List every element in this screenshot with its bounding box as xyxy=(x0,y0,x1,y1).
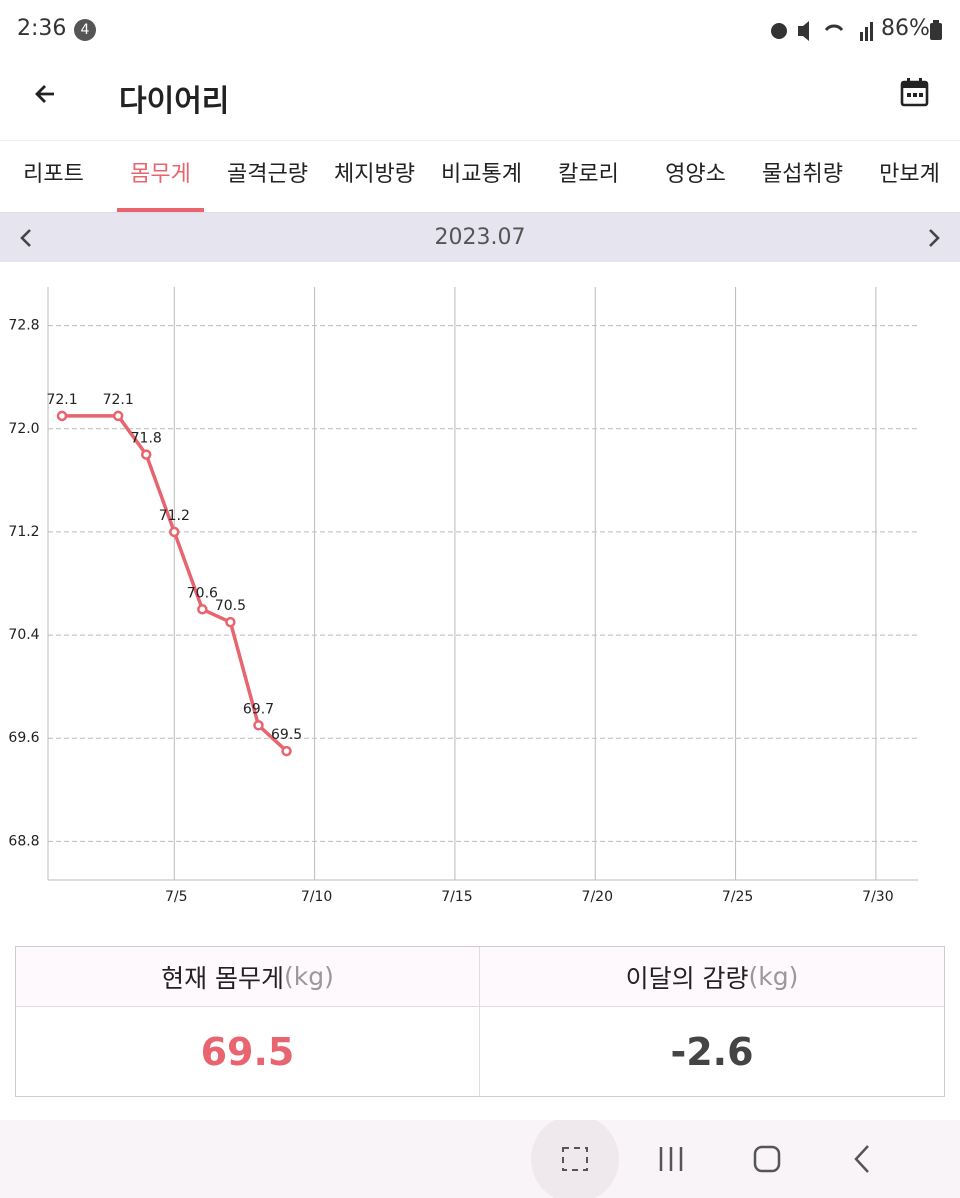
data-point xyxy=(112,410,124,422)
tab[interactable]: 물섭취량 xyxy=(762,162,843,187)
x-tick-label: 7/15 xyxy=(441,889,472,905)
home-button[interactable] xyxy=(753,1145,781,1173)
summary-value: -2.6 xyxy=(670,1029,754,1074)
month-label: 2023.07 xyxy=(434,225,526,250)
battery-icon xyxy=(930,20,942,40)
page-title: 다이어리 xyxy=(119,84,230,119)
summary-label: 이달의 감량 xyxy=(625,963,749,993)
data-label: 70.6 xyxy=(187,585,218,601)
data-point xyxy=(197,604,208,615)
status-icons xyxy=(771,21,873,41)
recents-button[interactable] xyxy=(659,1147,683,1171)
y-tick-label: 70.4 xyxy=(8,627,39,643)
y-tick-label: 71.2 xyxy=(8,524,39,540)
calendar-button[interactable] xyxy=(898,76,932,110)
tab[interactable]: 리포트 xyxy=(23,162,84,187)
weight-chart: 68.8 69.6 70.4 71.2 72.0 72.8 7/5 7/10 7/15 7/20 7… xyxy=(8,287,918,905)
summary-label: 현재 몸무게 xyxy=(161,963,285,993)
x-tick-label: 7/20 xyxy=(582,889,613,905)
tab[interactable]: 체지방량 xyxy=(334,162,415,187)
status-bar: 2:36 4 86% xyxy=(0,0,960,60)
summary-value: 69.5 xyxy=(16,1007,480,1096)
tab[interactable]: 칼로리 xyxy=(558,162,619,187)
tab[interactable]: 몸무게 xyxy=(107,141,214,212)
data-label: 72.1 xyxy=(46,392,77,408)
data-point xyxy=(281,745,292,757)
next-month-button[interactable] xyxy=(924,227,944,249)
battery-level: 86% xyxy=(881,16,930,41)
back-nav-button[interactable] xyxy=(854,1145,869,1173)
y-tick-label: 72.0 xyxy=(8,421,39,437)
x-tick-label: 7/10 xyxy=(301,889,332,905)
data-point xyxy=(56,410,68,422)
data-point xyxy=(169,526,180,538)
app-bar: 다이어리 xyxy=(0,60,960,141)
tab-bar: 리포트 몸무게 골격근량 체지방량 비교통계 칼로리 영양소 물섭취량 만보계 xyxy=(0,141,960,213)
data-label: 71.2 xyxy=(159,508,190,524)
data-point xyxy=(253,720,264,731)
system-nav-bar xyxy=(0,1115,960,1198)
summary-unit: (kg) xyxy=(284,962,334,991)
summary-header: 현재 몸무게 (kg) xyxy=(16,947,480,1007)
y-tick-label: 72.8 xyxy=(8,318,39,334)
y-tick-label: 69.6 xyxy=(8,730,39,746)
x-tick-label: 7/25 xyxy=(722,889,753,905)
prev-month-button[interactable] xyxy=(16,227,36,249)
data-point xyxy=(225,616,236,628)
y-tick-label: 68.8 xyxy=(8,833,39,849)
data-label: 70.5 xyxy=(215,598,246,614)
data-point xyxy=(140,449,152,460)
data-label: 72.1 xyxy=(103,392,134,408)
tab[interactable]: 만보계 xyxy=(879,162,940,187)
notification-badge: 4 xyxy=(74,19,96,41)
back-button[interactable] xyxy=(30,80,60,110)
nav-icons xyxy=(531,1115,869,1198)
data-label: 69.7 xyxy=(243,701,274,717)
x-tick-label: 7/5 xyxy=(165,889,188,905)
data-label: 69.5 xyxy=(271,727,302,743)
summary-header: 이달의 감량 (kg) xyxy=(480,947,944,1007)
tab[interactable]: 골격근량 xyxy=(227,162,308,187)
weight-line xyxy=(62,414,288,753)
clock: 2:36 xyxy=(17,16,67,41)
x-tick-label: 7/30 xyxy=(862,889,893,905)
month-navigator: 2023.07 xyxy=(0,213,960,262)
summary-unit: (kg) xyxy=(748,962,799,991)
tab[interactable]: 비교통계 xyxy=(441,162,522,187)
summary-table: 현재 몸무게 (kg) 이달의 감량 (kg) 69.5 -2.6 xyxy=(15,946,945,1097)
data-label: 71.8 xyxy=(131,431,162,447)
tab[interactable]: 영양소 xyxy=(665,162,726,187)
capture-button[interactable] xyxy=(531,1115,619,1198)
